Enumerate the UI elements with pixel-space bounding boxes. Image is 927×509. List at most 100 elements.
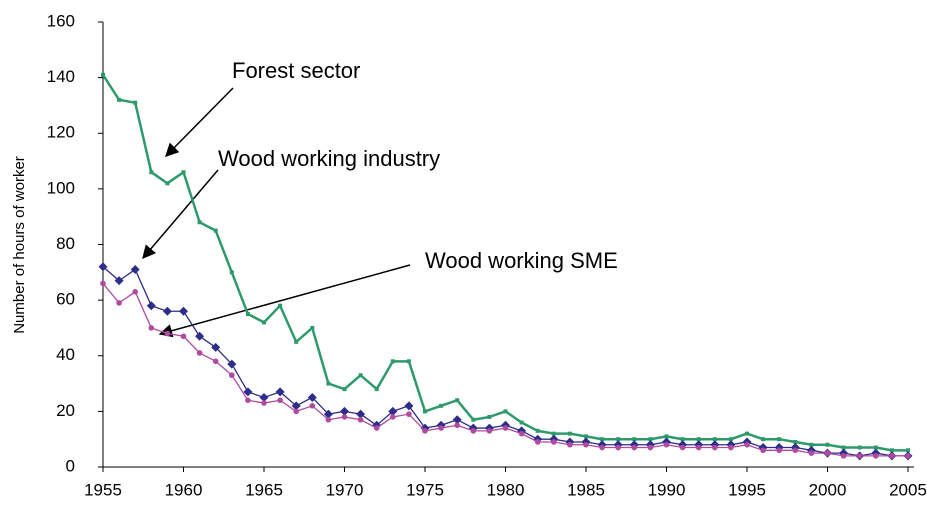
point: [470, 428, 477, 434]
point: [600, 437, 605, 442]
x-tick-label: 2000: [809, 480, 847, 499]
point: [840, 453, 847, 459]
point: [374, 387, 379, 392]
point: [181, 170, 186, 175]
point: [728, 444, 734, 451]
point: [227, 359, 237, 369]
point: [502, 425, 509, 431]
point: [696, 437, 701, 442]
point: [551, 439, 557, 445]
point: [824, 450, 831, 456]
x-tick-label: 1995: [728, 480, 766, 499]
point: [857, 445, 862, 450]
point: [261, 400, 267, 406]
point: [745, 431, 749, 436]
point: [584, 434, 588, 439]
point: [486, 428, 493, 434]
point: [275, 387, 285, 397]
point: [777, 437, 782, 442]
point: [195, 331, 205, 341]
point: [196, 350, 203, 356]
point: [229, 372, 235, 379]
arrow: [142, 169, 219, 260]
y-axis-label: Number of hours of worker: [11, 156, 28, 334]
annotation: Forest sector: [232, 58, 360, 83]
point: [503, 409, 508, 414]
point: [519, 420, 524, 425]
x-tick-label: 1980: [487, 480, 525, 499]
point: [856, 453, 863, 459]
point: [567, 441, 573, 448]
point: [439, 403, 444, 408]
point: [326, 381, 331, 386]
point: [291, 401, 301, 411]
point: [243, 387, 253, 397]
point: [760, 447, 766, 454]
point: [873, 445, 878, 450]
point: [534, 439, 541, 445]
point: [776, 447, 782, 454]
point: [358, 373, 363, 378]
point: [487, 414, 492, 419]
point: [211, 342, 221, 352]
point: [471, 417, 476, 422]
x-tick-label: 1965: [245, 480, 283, 499]
point: [245, 397, 251, 404]
y-tick-label: 160: [47, 11, 75, 30]
point: [101, 72, 105, 77]
point: [567, 431, 572, 436]
point: [98, 262, 108, 272]
point: [388, 406, 398, 416]
point: [325, 416, 332, 423]
point: [245, 312, 250, 317]
x-tick-label: 1960: [165, 480, 203, 499]
point: [149, 170, 154, 175]
point: [454, 422, 461, 429]
point: [114, 276, 124, 286]
point: [438, 425, 444, 431]
point: [825, 442, 830, 447]
point: [277, 397, 283, 404]
point: [889, 453, 895, 459]
point: [212, 358, 219, 365]
point: [680, 437, 685, 442]
point: [615, 444, 621, 451]
point: [117, 97, 122, 102]
annotation: Wood working industry: [218, 146, 440, 171]
point: [278, 303, 283, 308]
point: [259, 392, 269, 402]
x-tick-label: 1955: [84, 480, 122, 499]
point: [406, 359, 411, 364]
x-tick-label: 2005: [889, 480, 927, 499]
y-tick-label: 20: [56, 401, 75, 420]
y-tick-label: 80: [56, 234, 75, 253]
x-tick-label: 1975: [406, 480, 444, 499]
point: [116, 300, 122, 306]
point: [130, 265, 140, 275]
x-tick-label: 1970: [326, 480, 364, 499]
point: [889, 448, 894, 453]
point: [356, 409, 366, 419]
point: [148, 325, 155, 331]
point: [695, 444, 702, 451]
point: [310, 325, 315, 330]
point: [648, 437, 653, 442]
point: [342, 387, 347, 392]
point: [294, 339, 299, 344]
point: [133, 100, 138, 105]
point: [808, 450, 815, 456]
point: [873, 453, 879, 459]
point: [551, 431, 556, 436]
point: [728, 437, 733, 442]
point: [744, 441, 750, 448]
point: [906, 448, 910, 453]
point: [162, 306, 172, 316]
point: [373, 425, 380, 431]
point: [229, 270, 234, 275]
point: [404, 401, 414, 411]
point: [341, 414, 348, 420]
annotation: Wood working SME: [425, 248, 618, 273]
point: [422, 428, 428, 434]
point: [647, 444, 654, 451]
arrow: [158, 264, 411, 338]
